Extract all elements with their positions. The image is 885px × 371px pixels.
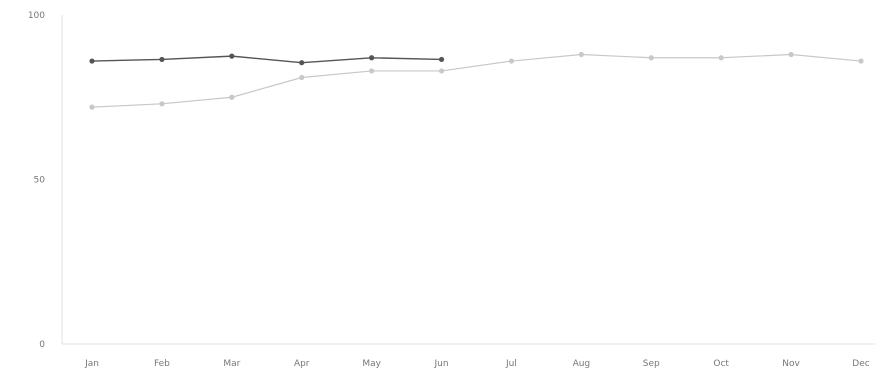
data-point	[299, 60, 305, 66]
data-point	[229, 94, 235, 100]
x-tick-label: May	[362, 359, 381, 369]
series-line	[91, 53, 862, 108]
y-tick-label: 0	[39, 340, 45, 350]
data-point	[159, 56, 165, 63]
y-tick-label: 50	[34, 176, 46, 186]
data-point	[89, 58, 95, 64]
x-tick-label: Nov	[782, 359, 800, 369]
data-point	[858, 58, 864, 64]
x-tick-label: Aug	[573, 359, 591, 369]
y-tick-label: 100	[28, 11, 45, 21]
data-point	[369, 68, 375, 74]
series-2	[89, 53, 445, 66]
data-point	[438, 68, 445, 74]
y-axis-ticks: 0 50 100	[28, 11, 45, 350]
x-axis-ticks: Jan Feb Mar Apr May Jun Jul Aug Sep Oct Nov Dec	[84, 359, 870, 369]
series-layer	[89, 51, 864, 110]
x-tick-label: Jan	[84, 359, 99, 369]
data-point	[578, 51, 584, 58]
series-1	[89, 51, 864, 110]
data-point	[159, 101, 165, 107]
data-point	[438, 56, 445, 63]
x-tick-label: Apr	[294, 359, 310, 369]
data-point	[718, 55, 724, 61]
x-tick-label: Sep	[643, 359, 660, 369]
data-point	[508, 58, 515, 64]
data-point	[788, 51, 794, 58]
x-tick-label: Dec	[852, 359, 869, 369]
series-line	[91, 55, 442, 64]
data-point	[299, 74, 305, 81]
x-tick-label: Jun	[434, 359, 449, 369]
x-tick-label: Feb	[154, 359, 170, 369]
data-point	[89, 104, 95, 110]
chart-axes	[61, 15, 875, 345]
x-tick-label: Mar	[223, 359, 240, 369]
data-point	[369, 55, 375, 61]
x-tick-label: Oct	[713, 359, 729, 369]
data-point	[648, 55, 654, 61]
x-tick-label: Jul	[505, 359, 517, 369]
data-point	[229, 53, 235, 59]
